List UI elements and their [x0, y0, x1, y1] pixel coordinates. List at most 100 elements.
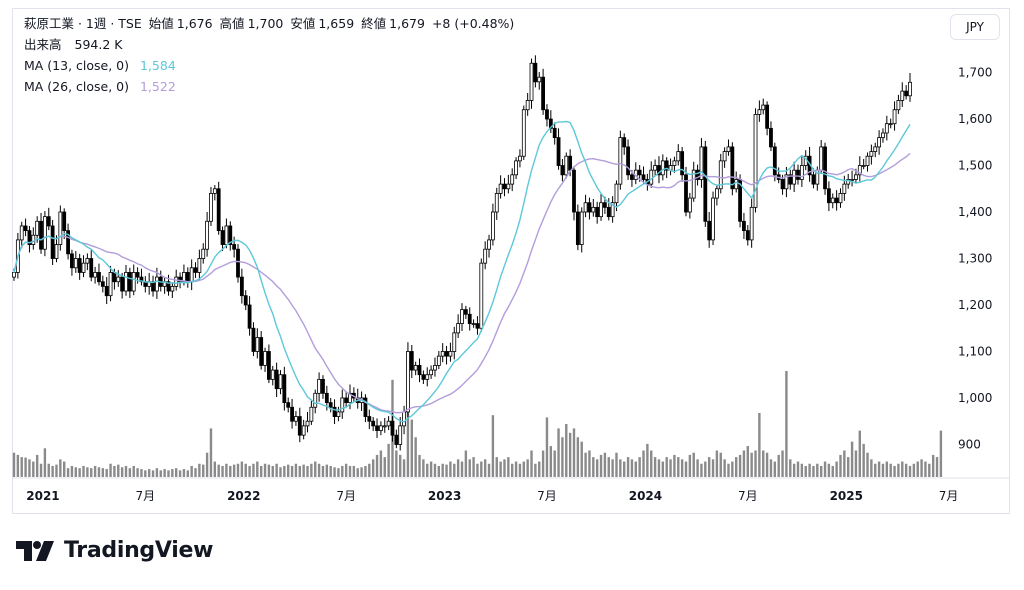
candle-body [127, 272, 132, 292]
candle-body [344, 397, 349, 404]
ma26-legend[interactable]: MA (26, close, 0) 1,522 [24, 77, 179, 96]
volume-bar [808, 463, 811, 477]
volume-bar [866, 452, 869, 477]
candle-body [73, 258, 78, 269]
y-tick-label: 1,600 [958, 112, 992, 126]
candle-body [564, 155, 569, 176]
candle-body [494, 193, 499, 213]
x-tick-label: 7月 [738, 489, 758, 503]
candle-body [467, 313, 472, 324]
candle-body [718, 160, 723, 190]
candle-body [745, 230, 750, 241]
candle-body [263, 351, 267, 366]
volume-bar [874, 463, 877, 477]
volume-bar [252, 463, 255, 477]
volume-bar [669, 459, 672, 477]
y-tick-label: 1,500 [958, 159, 992, 173]
candle-body [58, 211, 63, 245]
candle-body [572, 169, 576, 213]
volume-bar [646, 443, 649, 477]
candle-body [510, 174, 515, 185]
volume-bar [607, 457, 610, 477]
volume-bar [777, 454, 780, 477]
candle-body [850, 179, 854, 181]
candle-body [730, 146, 735, 190]
candle-body [626, 146, 630, 176]
candle-body [846, 179, 851, 185]
volume-bar [86, 467, 89, 477]
candle-body [131, 272, 136, 292]
ma13-legend[interactable]: MA (13, close, 0) 1,584 [24, 56, 179, 75]
volume-bar [43, 448, 47, 477]
volume-bar [707, 457, 711, 477]
volume-bar [287, 464, 290, 477]
volume-bar [437, 465, 441, 477]
volume-bar [144, 470, 147, 477]
volume-bar [673, 454, 676, 477]
open-label: 始値 [148, 16, 174, 31]
volume-bar [47, 463, 50, 477]
candle-body [421, 374, 426, 380]
volume-bar [90, 468, 93, 477]
volume-bar [804, 465, 807, 477]
volume-bar [889, 463, 892, 477]
tradingview-brand[interactable]: TradingView [16, 538, 213, 563]
volume-bar [816, 463, 819, 477]
volume-bar [186, 470, 189, 477]
volume-bar [159, 470, 162, 477]
candle-body [239, 276, 244, 297]
volume-bar [402, 459, 406, 477]
currency-button[interactable]: JPY [950, 14, 1000, 40]
volume-bar [514, 461, 518, 477]
candle-body [429, 369, 434, 376]
candle-body [568, 155, 573, 171]
candle-body [869, 151, 874, 157]
volume-bar [665, 457, 668, 477]
candle-body [278, 374, 283, 390]
candle-body [62, 211, 67, 232]
volume-bar [935, 457, 939, 477]
volume-bar [781, 450, 784, 477]
volume-bar [812, 465, 815, 477]
volume-bar [259, 465, 263, 477]
volume-bar [375, 454, 379, 477]
candle-body [649, 169, 654, 185]
candle-body [425, 374, 430, 380]
candle-body [27, 230, 32, 245]
candle-body [97, 272, 101, 283]
candle-body [209, 193, 213, 222]
volume-bar [171, 469, 174, 477]
candle-body [452, 332, 457, 352]
volume-bar [599, 454, 603, 477]
candle-body [707, 220, 712, 241]
volume-bar [221, 465, 224, 477]
candle-body [178, 276, 182, 283]
candle-body [104, 285, 109, 297]
candle-body [305, 420, 310, 427]
x-tick-label: 7月 [537, 489, 557, 503]
volume-bar [337, 468, 340, 477]
candle-body [842, 183, 847, 194]
candle-body [548, 118, 553, 129]
candle-body [796, 169, 800, 180]
volume-bar [105, 469, 108, 477]
volume-bar [275, 463, 278, 477]
volume-bar [827, 463, 831, 477]
volume-bar [325, 464, 329, 477]
candle-body [714, 188, 719, 199]
volume-bar [74, 467, 77, 477]
volume-bar [765, 452, 769, 477]
volume-bar [901, 461, 904, 477]
volume-bar [294, 463, 298, 477]
volume-bar [20, 457, 23, 477]
candlestick-chart[interactable]: 1,700 1,600 1,500 1,400 1,300 1,200 1,100 1,000… [0, 0, 1024, 520]
volume-bar [82, 465, 85, 477]
candle-body [610, 202, 615, 218]
volume-bar [688, 454, 692, 477]
volume-bar [51, 465, 54, 477]
volume-bar [696, 459, 699, 477]
candle-body [753, 113, 758, 208]
candle-body [236, 248, 240, 278]
candle-body [66, 230, 70, 255]
volume-bar [916, 461, 919, 477]
